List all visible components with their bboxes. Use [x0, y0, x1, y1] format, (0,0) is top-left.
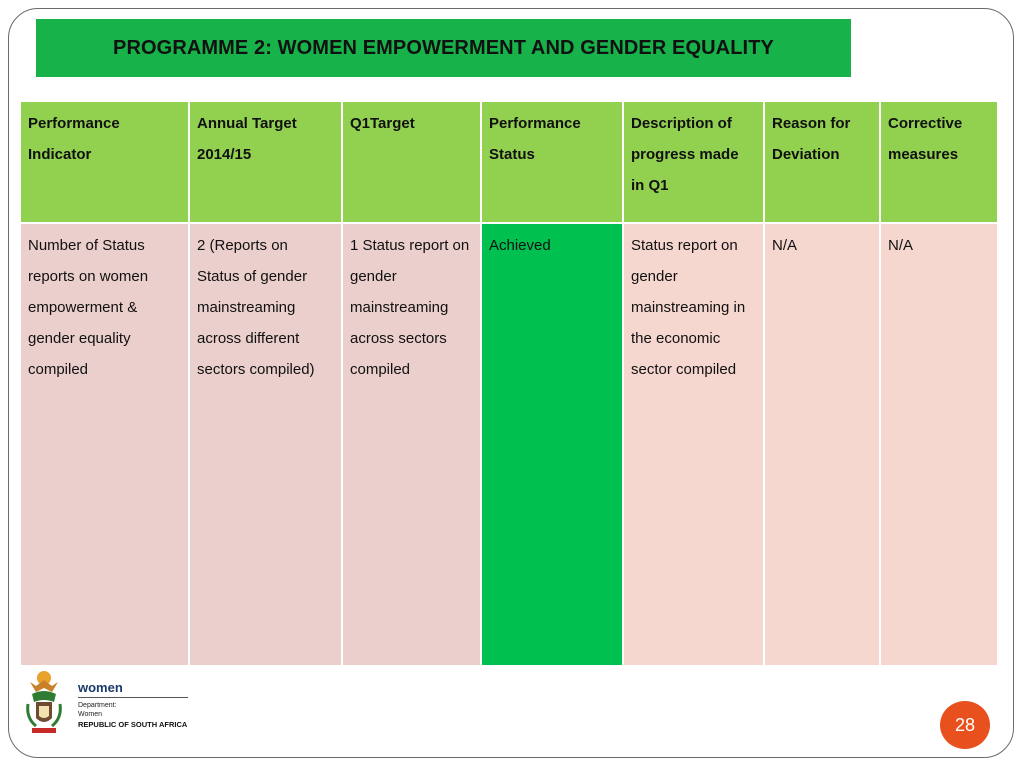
cell-reason-for-deviation: N/A — [763, 222, 881, 667]
header-performance-status: Performance Status — [480, 100, 624, 224]
cell-performance-status: Achieved — [480, 222, 624, 667]
header-corrective-measures: Corrective measures — [879, 100, 999, 224]
cell-q1-target: 1 Status report on gender mainstreaming … — [341, 222, 482, 667]
cell-description-of-progress: Status report on gender mainstreaming in… — [622, 222, 765, 667]
logo-brand-text: women — [78, 680, 123, 695]
logo-republic-text: REPUBLIC OF SOUTH AFRICA — [78, 720, 188, 729]
header-reason-for-deviation: Reason for Deviation — [763, 100, 881, 224]
header-annual-target: Annual Target 2014/15 — [188, 100, 343, 224]
page-number-badge: 28 — [940, 701, 990, 749]
table-row: Number of Status reports on women empowe… — [19, 222, 999, 667]
logo-divider — [78, 697, 188, 698]
slide-title: PROGRAMME 2: WOMEN EMPOWERMENT AND GENDE… — [113, 36, 774, 59]
table-header-row: Performance Indicator Annual Target 2014… — [19, 100, 999, 224]
header-q1-target: Q1Target — [341, 100, 482, 224]
coat-of-arms-icon — [26, 671, 62, 733]
performance-table: Performance Indicator Annual Target 2014… — [19, 100, 999, 667]
header-performance-indicator: Performance Indicator — [19, 100, 190, 224]
cell-performance-indicator: Number of Status reports on women empowe… — [19, 222, 190, 667]
logo-department-label: Department: — [78, 702, 117, 709]
title-bar: PROGRAMME 2: WOMEN EMPOWERMENT AND GENDE… — [36, 19, 851, 77]
department-logo: women Department: Women REPUBLIC OF SOUT… — [22, 668, 192, 740]
cell-annual-target: 2 (Reports on Status of gender mainstrea… — [188, 222, 343, 667]
cell-corrective-measures: N/A — [879, 222, 999, 667]
header-description-of-progress: Description of progress made in Q1 — [622, 100, 765, 224]
logo-department-name: Women — [78, 711, 102, 718]
